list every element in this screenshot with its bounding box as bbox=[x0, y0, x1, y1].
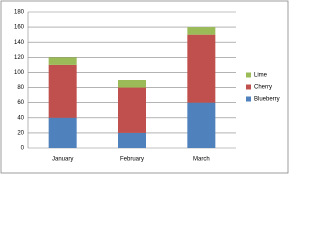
y-tick-label: 40 bbox=[17, 115, 24, 121]
bar-segment bbox=[48, 64, 77, 118]
bar-segment bbox=[48, 57, 77, 65]
x-tick-label: January bbox=[52, 157, 73, 163]
bar-segment bbox=[118, 132, 146, 148]
bar-segment bbox=[187, 27, 216, 35]
y-tick-label: 160 bbox=[14, 25, 25, 31]
legend-swatch bbox=[246, 72, 251, 78]
y-tick-label: 0 bbox=[21, 146, 25, 152]
legend-label: Lime bbox=[254, 73, 268, 79]
y-tick-label: 20 bbox=[17, 130, 24, 136]
y-tick-label: 80 bbox=[17, 85, 24, 91]
bar-segment bbox=[118, 87, 146, 133]
bar-segment bbox=[187, 34, 216, 103]
y-tick-label: 140 bbox=[14, 40, 25, 46]
chart: 0 20 40 60 80 100 120 140 160 180 January February M… bbox=[0, 0, 289, 174]
legend-label: Blueberry bbox=[254, 97, 280, 103]
x-tick-label: March bbox=[193, 157, 210, 163]
legend-swatch bbox=[246, 96, 251, 102]
y-tick-label: 120 bbox=[14, 55, 25, 61]
bar-segment bbox=[118, 80, 146, 88]
bar-segment bbox=[48, 117, 77, 148]
y-tick-label: 60 bbox=[17, 100, 24, 106]
legend-label: Cherry bbox=[254, 85, 272, 91]
y-tick-label: 180 bbox=[14, 10, 25, 16]
x-tick-label: February bbox=[120, 157, 144, 163]
bar-segment bbox=[187, 102, 216, 148]
legend-swatch bbox=[246, 84, 251, 90]
y-tick-label: 100 bbox=[14, 70, 25, 76]
